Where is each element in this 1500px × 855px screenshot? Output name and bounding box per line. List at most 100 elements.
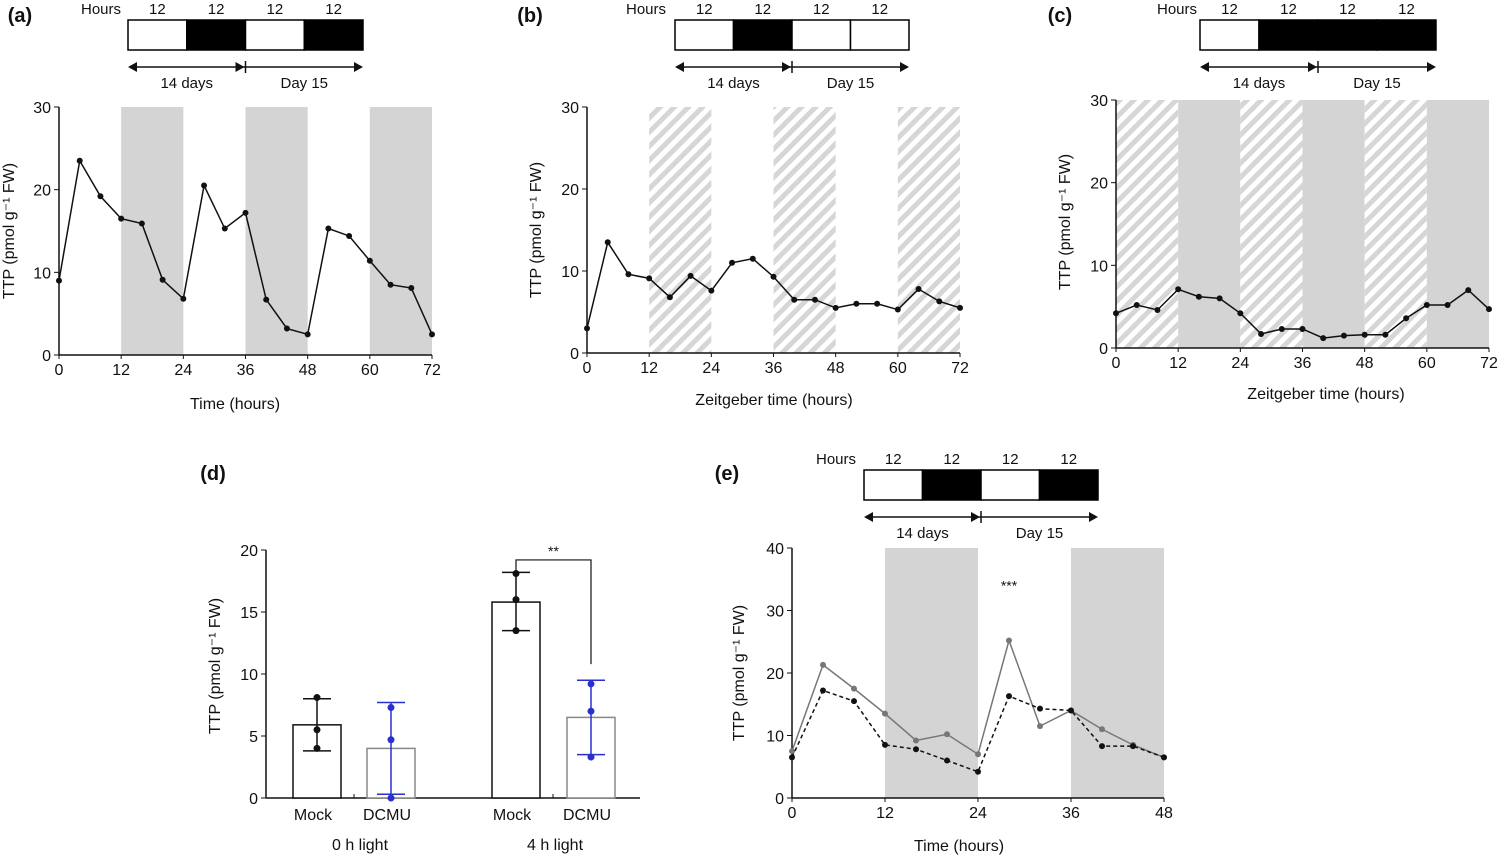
bar-mock (491, 601, 541, 799)
data-point (1133, 302, 1140, 309)
arrow-label-14-days: 14 days (707, 75, 760, 92)
data-point (1278, 325, 1285, 332)
shaded-band-hatch (773, 107, 836, 353)
data-point (729, 259, 736, 266)
data-point (708, 287, 715, 294)
data-point (687, 272, 694, 279)
segment-hours-label: 12 (325, 1, 342, 18)
data-point (1099, 726, 1105, 733)
segment-hours-label: 12 (1002, 451, 1019, 468)
data-point (159, 276, 166, 283)
replicate-point (313, 694, 321, 702)
significance-bracket (515, 559, 592, 665)
data-point (221, 225, 228, 232)
y-tick-label: 20 (561, 182, 579, 199)
photoperiod-segment-light (791, 19, 852, 51)
panel-label: (a) (8, 5, 32, 27)
replicate-point (512, 596, 520, 604)
arrowhead-icon (235, 62, 245, 72)
data-point (201, 182, 208, 189)
x-tick-label: 48 (827, 360, 845, 377)
data-point (180, 295, 187, 302)
segment-hours-label: 12 (208, 1, 225, 18)
data-point (851, 698, 857, 705)
segment-hours-label: 12 (149, 1, 166, 18)
y-tick-label: 20 (766, 666, 784, 683)
y-tick-label: 30 (1090, 93, 1108, 110)
arrow-label-14-days: 14 days (1233, 75, 1286, 92)
data-point (1486, 306, 1492, 313)
data-point (749, 255, 756, 262)
x-tick-label: 0 (583, 360, 592, 377)
y-axis-label: TTP (pmol g⁻¹ FW) (731, 605, 748, 741)
arrowhead-icon (971, 512, 980, 522)
data-point (1465, 287, 1472, 294)
x-tick-label: 0 (55, 362, 64, 379)
data-point (1037, 723, 1043, 730)
y-tick-label: 0 (249, 791, 258, 808)
replicate-point (313, 744, 321, 752)
photoperiod-segment-dark (1258, 19, 1319, 51)
data-point (584, 325, 590, 332)
arrowhead-icon (1427, 62, 1436, 72)
data-point (1006, 693, 1012, 700)
photoperiod-segment-dark (921, 469, 982, 501)
data-point (975, 751, 981, 758)
y-tick-label: 20 (240, 543, 258, 560)
data-point (1216, 295, 1223, 302)
arrowhead-icon (1308, 62, 1317, 72)
shaded-band-hatch (897, 107, 960, 353)
shaded-band-hatch (1364, 100, 1427, 348)
data-point (789, 754, 795, 761)
arrow-label-day-15: Day 15 (1353, 75, 1401, 92)
replicate-point (587, 753, 595, 761)
x-tick-label: 12 (640, 360, 658, 377)
data-point (820, 661, 826, 668)
data-point (1320, 335, 1327, 342)
y-axis-label: TTP (pmol g⁻¹ FW) (1057, 154, 1074, 290)
data-point (913, 746, 919, 753)
arrowhead-icon (900, 62, 909, 72)
x-tick-label: 12 (112, 362, 130, 379)
replicate-point (313, 726, 321, 734)
x-tick-label: 48 (1155, 805, 1173, 822)
y-axis-label: TTP (pmol g⁻¹ FW) (1, 163, 18, 299)
data-point (118, 215, 125, 222)
x-tick-label: 72 (951, 360, 969, 377)
bar-label: Mock (294, 807, 333, 824)
y-tick-label: 30 (561, 100, 579, 117)
photoperiod-segment-dark (303, 19, 364, 51)
shaded-band-gray (369, 107, 432, 355)
data-point (646, 275, 653, 282)
y-tick-label: 10 (766, 729, 784, 746)
photoperiod-segment-light (1199, 19, 1260, 51)
data-point (1113, 310, 1119, 317)
segment-hours-label: 12 (1339, 1, 1356, 18)
data-point (1068, 707, 1074, 714)
replicate-point (387, 703, 395, 711)
data-point (957, 304, 963, 311)
data-point (1006, 637, 1012, 644)
data-point (76, 157, 83, 164)
x-tick-label: 72 (1480, 355, 1498, 372)
x-tick-label: 60 (361, 362, 379, 379)
replicate-point (587, 680, 595, 688)
x-tick-label: 0 (1112, 355, 1121, 372)
x-tick-label: 60 (889, 360, 907, 377)
photoperiod-segment-dark (1038, 469, 1099, 501)
x-tick-label: 36 (765, 360, 783, 377)
data-point (304, 331, 311, 338)
replicate-point (387, 794, 395, 802)
data-point (820, 687, 826, 694)
segment-hours-label: 12 (1398, 1, 1415, 18)
data-point (1423, 302, 1430, 309)
x-axis-label: Time (hours) (190, 396, 280, 413)
data-point (604, 239, 611, 246)
arrow-label-day-15: Day 15 (280, 75, 328, 92)
arrowhead-icon (782, 62, 791, 72)
data-point (138, 220, 145, 227)
x-axis-label: Zeitgeber time (hours) (1247, 386, 1404, 403)
x-tick-label: 12 (1169, 355, 1187, 372)
shaded-band-hatch (1240, 100, 1303, 348)
